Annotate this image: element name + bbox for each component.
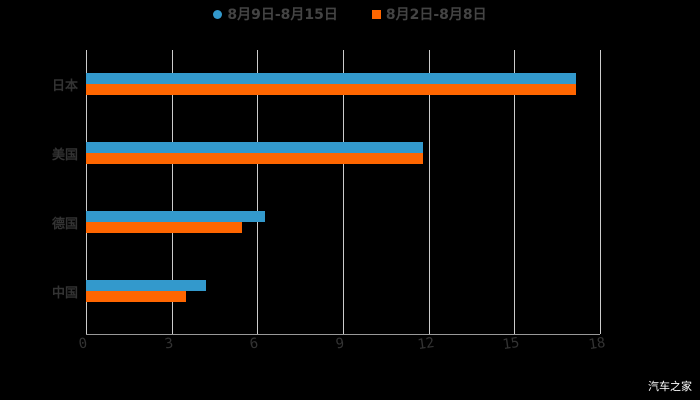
watermark: 汽车之家 bbox=[648, 380, 692, 393]
bar[interactable] bbox=[86, 84, 576, 95]
legend-item-week1[interactable]: 8月2日-8月8日 bbox=[371, 4, 487, 24]
legend-circle-icon bbox=[213, 9, 223, 19]
gridline bbox=[428, 50, 430, 326]
x-axis-line bbox=[86, 334, 600, 335]
y-category-label: 日本 bbox=[51, 79, 78, 94]
gridline bbox=[600, 50, 601, 326]
x-tick-label: 0 bbox=[77, 335, 89, 353]
legend-item-week2[interactable]: 8月9日-8月15日 bbox=[213, 4, 338, 24]
x-tick bbox=[86, 326, 87, 334]
bar[interactable] bbox=[86, 291, 186, 302]
bar[interactable] bbox=[86, 280, 206, 291]
gridline bbox=[86, 50, 87, 326]
bar[interactable] bbox=[86, 222, 242, 233]
x-tick bbox=[257, 326, 259, 334]
gridline bbox=[171, 50, 173, 326]
gridline bbox=[343, 50, 344, 326]
gridline bbox=[257, 50, 259, 326]
x-tick-label: 6 bbox=[249, 335, 260, 353]
x-tick-label: 18 bbox=[587, 334, 607, 354]
x-tick-label: 3 bbox=[163, 335, 174, 353]
x-tick bbox=[514, 326, 516, 334]
bar[interactable] bbox=[86, 153, 423, 164]
x-tick-label: 12 bbox=[416, 334, 436, 354]
chart-legend: 8月9日-8月15日 8月2日-8月8日 bbox=[0, 4, 700, 24]
y-category-label: 美国 bbox=[51, 148, 78, 163]
x-tick-label: 9 bbox=[334, 335, 346, 353]
bar[interactable] bbox=[86, 142, 423, 153]
y-category-label: 中国 bbox=[51, 286, 78, 301]
x-tick-label: 15 bbox=[501, 334, 521, 354]
x-tick bbox=[428, 326, 430, 334]
bar[interactable] bbox=[86, 73, 576, 84]
legend-square-icon bbox=[371, 9, 381, 19]
gridline bbox=[514, 50, 516, 326]
x-tick bbox=[600, 326, 601, 334]
legend-label: 8月9日-8月15日 bbox=[227, 7, 338, 23]
x-tick bbox=[171, 326, 173, 334]
y-category-label: 德国 bbox=[51, 217, 78, 232]
x-tick bbox=[343, 326, 344, 334]
legend-label: 8月2日-8月8日 bbox=[385, 7, 487, 23]
bar[interactable] bbox=[86, 211, 266, 222]
